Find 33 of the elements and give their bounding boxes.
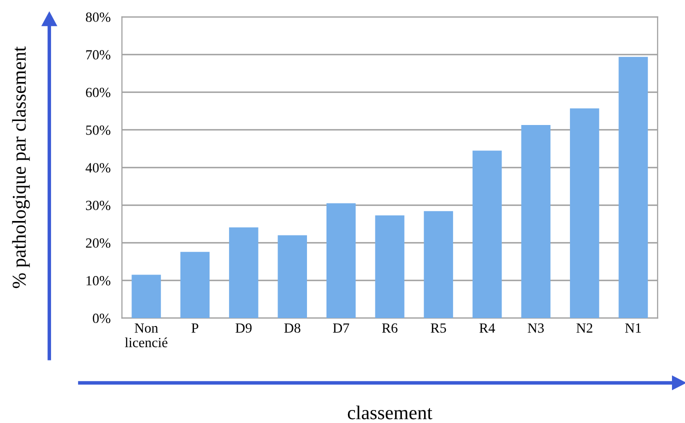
x-tick-label: P <box>192 324 198 333</box>
bar <box>472 150 502 318</box>
bar <box>278 235 307 318</box>
x-tick-label: N2 <box>576 323 592 333</box>
y-tick-label: 80% <box>86 12 110 22</box>
x-tick-label: D8 <box>284 323 300 333</box>
y-tick-label: 30% <box>86 200 110 210</box>
bar <box>229 227 258 318</box>
y-tick-label: 70% <box>86 50 110 60</box>
y-tick-label: 10% <box>86 276 110 286</box>
bar <box>424 211 454 318</box>
bar <box>180 252 210 318</box>
bar <box>570 108 600 318</box>
y-tick-label: 50% <box>86 125 110 135</box>
bar <box>618 56 648 318</box>
bar <box>521 124 550 318</box>
x-axis-title: classement <box>348 406 432 420</box>
y-tick-label: 60% <box>86 88 110 98</box>
y-tick-label: 0% <box>92 314 110 324</box>
bar <box>375 215 404 318</box>
bar <box>132 274 161 318</box>
x-tick-label: N1 <box>625 323 641 333</box>
bar <box>326 203 356 318</box>
x-tick-label: N3 <box>528 323 544 333</box>
x-tick-label: R6 <box>382 323 398 333</box>
y-tick-label: 40% <box>86 163 110 173</box>
x-tick-label: D9 <box>236 323 252 333</box>
x-tick-label: R5 <box>430 324 446 333</box>
x-tick-label: R4 <box>479 323 496 333</box>
x-tick-label: D7 <box>332 324 350 333</box>
y-axis-title: % pathologique par classement <box>12 46 30 288</box>
y-tick-label: 20% <box>86 238 110 248</box>
x-tick-label: Non licencié <box>124 324 168 348</box>
